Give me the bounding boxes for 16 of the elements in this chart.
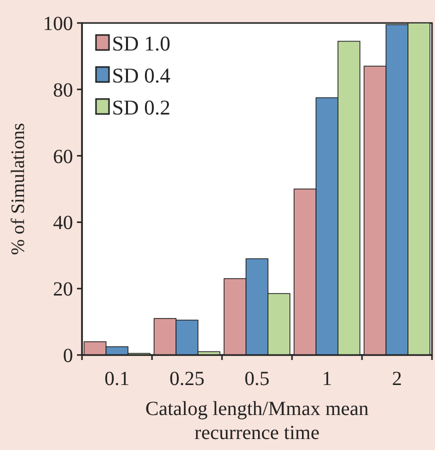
legend-label: SD 0.4 — [112, 63, 171, 88]
x-axis-title: Catalog length/Mmax mean recurrence time — [145, 398, 369, 444]
legend-label: SD 1.0 — [112, 31, 170, 56]
y-tick-label: 20 — [53, 278, 73, 301]
x-tick-label: 0.5 — [244, 368, 270, 390]
y-tick-label: 60 — [53, 146, 73, 168]
y-tick-label: 40 — [53, 212, 73, 234]
y-axis-title: % of Simulations — [8, 123, 29, 255]
legend-label: SD 0.2 — [112, 95, 170, 120]
x-tick-label: 1 — [322, 368, 332, 390]
x-tick-label: 2 — [392, 368, 402, 390]
x-tick-label: 0.1 — [104, 368, 130, 390]
y-tick-label: 0 — [63, 345, 73, 367]
y-tick-label: 100 — [43, 13, 73, 35]
x-tick-label: 0.25 — [170, 368, 204, 390]
y-tick-label: 80 — [53, 79, 73, 102]
